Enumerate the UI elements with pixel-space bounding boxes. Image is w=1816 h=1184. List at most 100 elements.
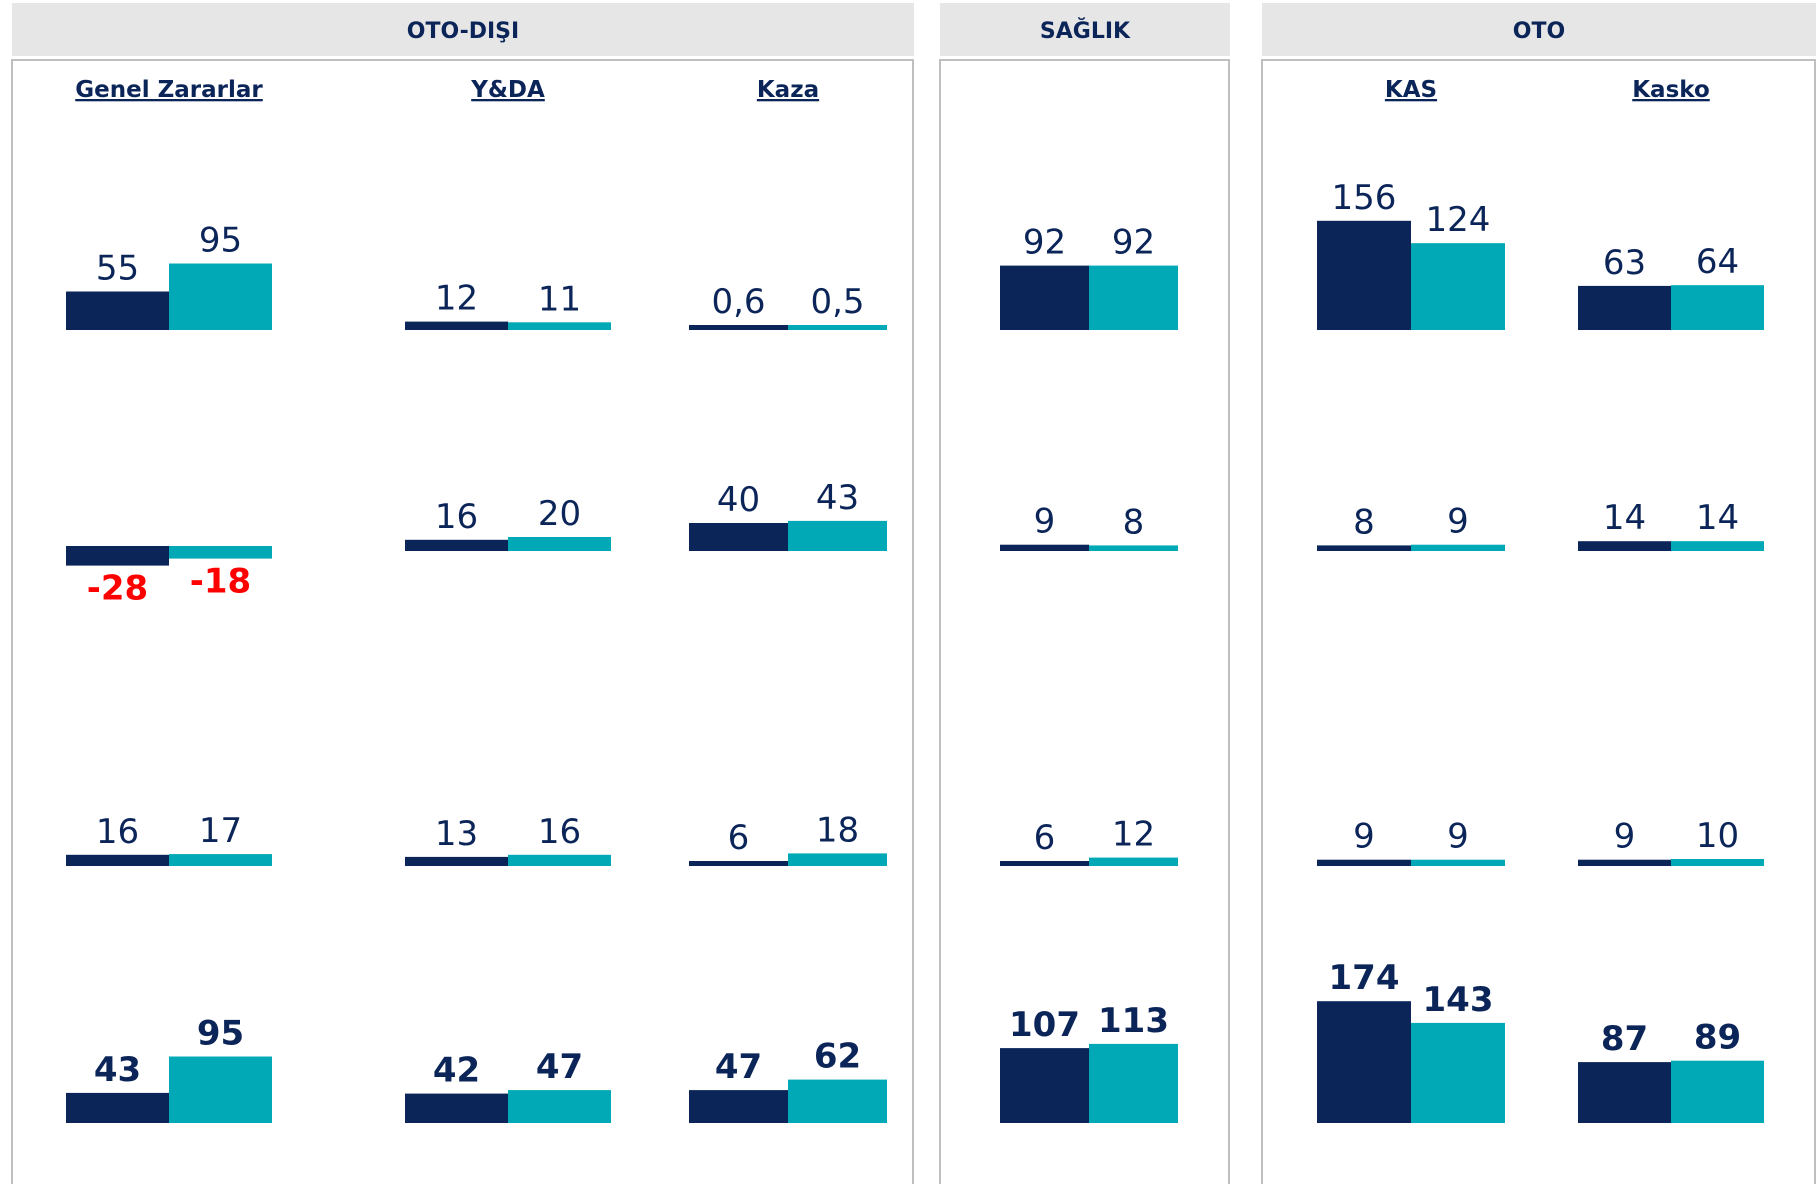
value-label: 17 [199,811,242,851]
bar [1411,1022,1505,1123]
value-label: 43 [816,478,859,518]
value-label: 0,5 [810,282,864,322]
bar [405,856,508,866]
value-label: 6 [728,818,750,858]
bar [508,854,611,866]
value-label: 9 [1353,817,1375,857]
value-label: 62 [814,1037,861,1077]
value-label: 124 [1426,200,1491,240]
bar [1089,1043,1178,1123]
bar [66,291,169,330]
value-label: 13 [435,814,478,854]
bar [169,854,272,866]
bar [1089,545,1178,551]
bar [1411,243,1505,330]
bar [1578,541,1671,551]
bar [1411,544,1505,551]
value-label: 14 [1603,498,1646,538]
bar [405,539,508,551]
value-label: 12 [435,279,478,319]
value-label: 43 [94,1050,141,1090]
value-label: 95 [199,221,242,261]
value-label: 92 [1023,223,1066,263]
bar [1317,859,1411,866]
value-label: -18 [190,562,251,602]
value-label: 113 [1098,1001,1169,1041]
value-label: 9 [1614,817,1636,857]
value-label: 92 [1112,223,1155,263]
value-label: 64 [1696,242,1739,282]
panel-header [12,3,914,56]
value-label: 87 [1601,1019,1648,1059]
bar [1671,859,1764,866]
bar [66,854,169,866]
bar [1000,544,1089,551]
bar [1317,1001,1411,1123]
bar [169,546,272,559]
bar [1317,545,1411,551]
value-label: 107 [1009,1005,1080,1045]
value-label: 6 [1034,818,1056,858]
panel-frame [1261,59,1816,1184]
panel-header [940,3,1230,56]
value-label: 89 [1694,1018,1741,1058]
value-label: 14 [1696,498,1739,538]
value-label: 11 [538,279,581,319]
bar [788,853,887,866]
bar [405,321,508,330]
value-label: 9 [1034,502,1056,542]
panel-title: OTO [1513,19,1565,44]
value-label: 47 [536,1047,583,1087]
value-label: 174 [1329,958,1400,998]
panel-header [1262,3,1816,56]
bar [689,523,788,551]
value-label: 42 [433,1051,480,1091]
panel-title: SAĞLIK [1040,18,1131,44]
bar [1671,1060,1764,1123]
panel-title: OTO-DIŞI [407,19,519,44]
bar [169,263,272,330]
value-label: 55 [96,249,139,289]
bar [1317,220,1411,330]
bar [689,1090,788,1123]
panel-frame [939,59,1230,1184]
value-label: 10 [1696,816,1739,856]
bar [1411,859,1505,866]
group-title: Y&DA [470,77,545,103]
bar [169,1056,272,1123]
value-label: 16 [538,812,581,852]
group-title: KAS [1385,77,1437,103]
bar [1000,265,1089,330]
bar [508,1090,611,1123]
bar [1578,285,1671,330]
value-label: 8 [1123,502,1145,542]
value-label: 16 [435,497,478,537]
bar [508,537,611,551]
value-label: 18 [816,810,859,850]
bar [788,520,887,551]
panel-frame [11,59,914,1184]
value-label: -28 [87,569,148,609]
value-label: 9 [1447,817,1469,857]
bar [1578,859,1671,866]
value-label: 12 [1112,815,1155,855]
bar [405,1093,508,1123]
value-label: 20 [538,494,581,534]
bar [1089,857,1178,866]
bar [689,861,788,866]
value-label: 63 [1603,243,1646,283]
bar [1578,1062,1671,1123]
bar [1671,541,1764,551]
group-title: Kaza [757,77,819,103]
value-label: 95 [197,1014,244,1054]
bar [1089,265,1178,330]
group-title: Genel Zararlar [75,77,263,103]
value-label: 143 [1423,980,1494,1020]
value-label: 16 [96,812,139,852]
bar [788,325,887,330]
bar [66,1092,169,1123]
bar [508,322,611,330]
value-label: 8 [1353,502,1375,542]
group-title: Kasko [1632,77,1710,103]
